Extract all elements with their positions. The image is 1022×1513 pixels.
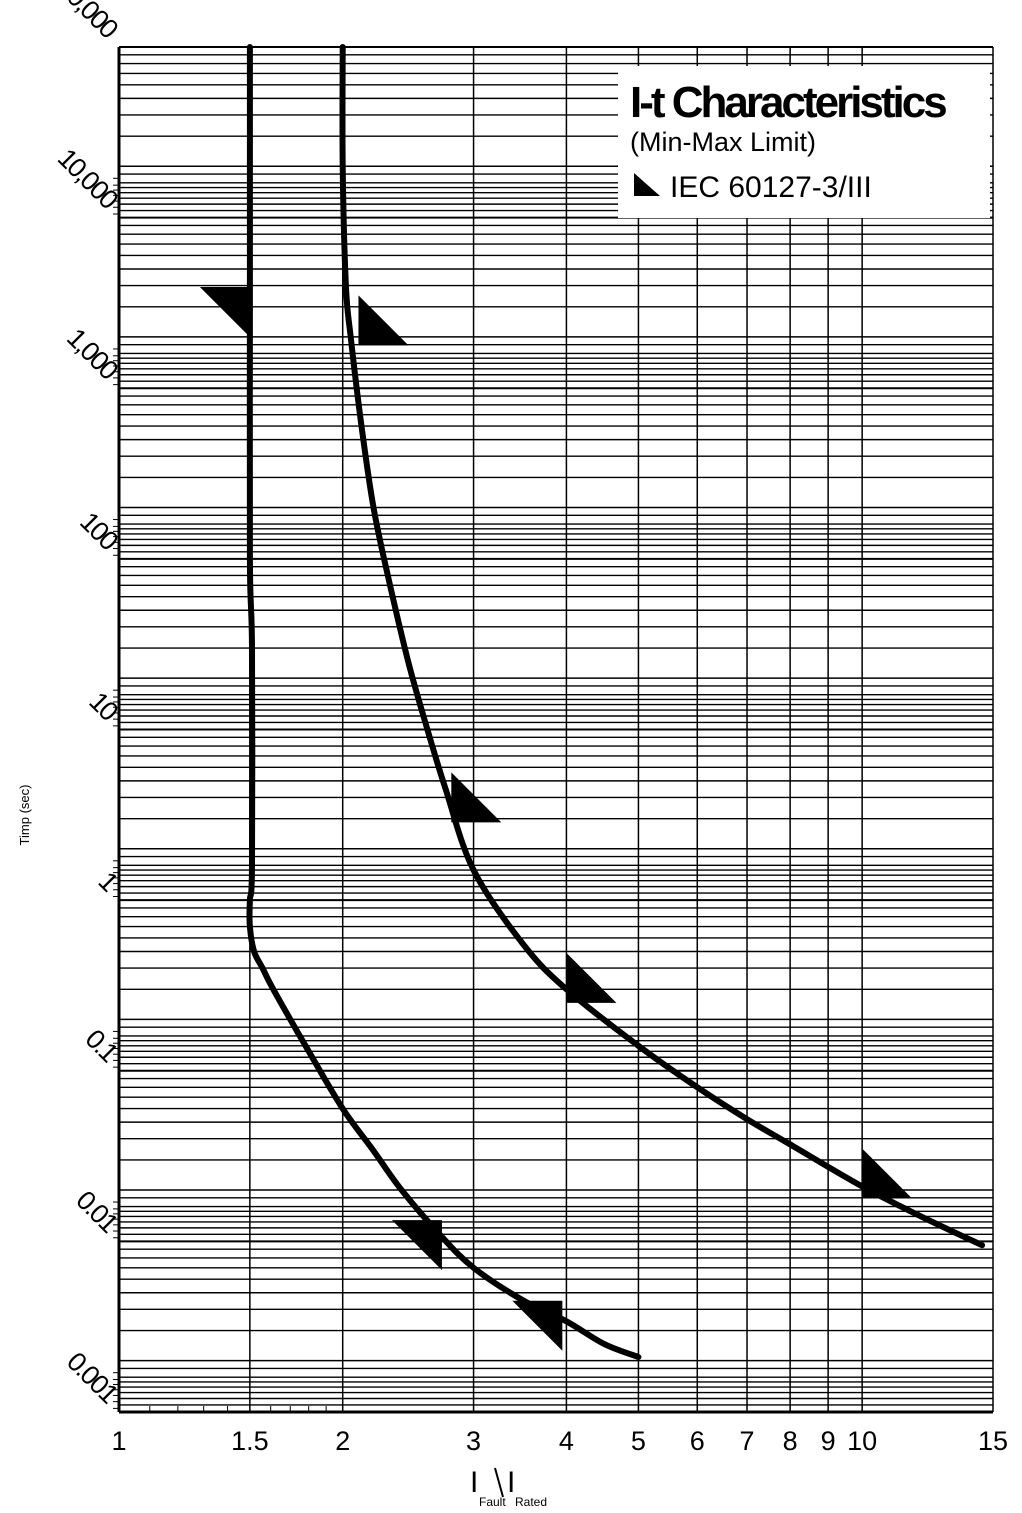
x-tick-label: 7 bbox=[740, 1426, 755, 1456]
curve-marker-triangle bbox=[451, 772, 502, 823]
x-label-slash bbox=[494, 1467, 504, 1498]
y-tick-label: 10,000 bbox=[52, 143, 124, 215]
x-label-numerator: I bbox=[470, 1466, 478, 1499]
curve-marker-triangle bbox=[199, 286, 250, 337]
curve-marker-triangle bbox=[358, 295, 409, 346]
x-tick-label: 2 bbox=[335, 1426, 350, 1456]
curve-markers bbox=[199, 286, 913, 1351]
x-tick-label: 9 bbox=[821, 1426, 836, 1456]
x-tick-label: 4 bbox=[559, 1426, 574, 1456]
legend: I-t Characteristics (Min-Max Limit) IEC … bbox=[618, 66, 990, 218]
legend-triangle-icon bbox=[634, 173, 660, 196]
x-axis-label: I Fault I Rated bbox=[470, 1466, 547, 1509]
x-tick-label: 10 bbox=[847, 1426, 877, 1456]
curve-marker-triangle bbox=[512, 1300, 563, 1351]
chart-subtitle: (Min-Max Limit) bbox=[630, 127, 816, 157]
curve-marker-triangle bbox=[391, 1220, 442, 1271]
y-tick-label: 1,000 bbox=[61, 323, 124, 386]
grid bbox=[113, 46, 994, 1414]
y-tick-label: 100,000 bbox=[43, 0, 124, 44]
x-label-denominator-sub: Rated bbox=[515, 1495, 547, 1509]
y-tick-label: 0.1 bbox=[79, 1023, 123, 1067]
y-tick-label: 0.001 bbox=[61, 1346, 124, 1409]
x-tick-label: 8 bbox=[783, 1426, 798, 1456]
chart-title: I-t Characteristics bbox=[630, 78, 946, 127]
x-tick-label: 5 bbox=[631, 1426, 646, 1456]
series-line-min bbox=[246, 44, 642, 1360]
legend-background bbox=[618, 66, 990, 218]
x-tick-label: 3 bbox=[466, 1426, 481, 1456]
x-tick-label: 1.5 bbox=[231, 1426, 269, 1456]
series-line-max bbox=[339, 44, 986, 1249]
curve-marker-triangle bbox=[862, 1148, 913, 1199]
x-label-numerator-sub: Fault bbox=[479, 1495, 506, 1509]
x-label-denominator: I bbox=[507, 1466, 515, 1499]
x-tick-label: 6 bbox=[690, 1426, 705, 1456]
x-tick-label: 1 bbox=[111, 1426, 126, 1456]
x-tick-label: 15 bbox=[978, 1426, 1008, 1456]
legend-entry-label: IEC 60127-3/III bbox=[670, 171, 872, 204]
y-tick-label: 0.01 bbox=[70, 1185, 123, 1238]
y-axis-label: Timp (sec) bbox=[17, 785, 32, 846]
curve-marker-triangle bbox=[566, 952, 617, 1003]
